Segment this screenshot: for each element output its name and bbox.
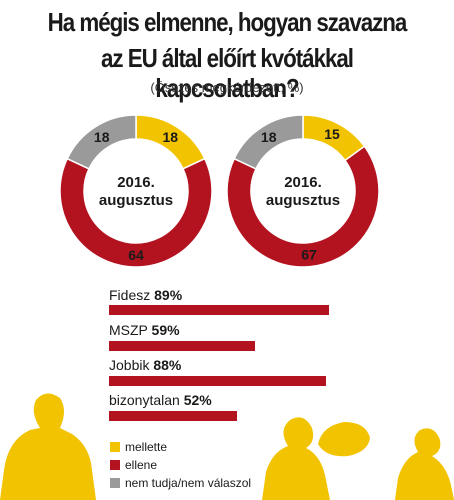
legend-item-nemtudja: nem tudja/nem válaszol bbox=[110, 476, 251, 490]
bar-category: bizonytalan bbox=[109, 392, 180, 408]
legend-label: ellene bbox=[125, 458, 158, 472]
legend-label: nem tudja/nem válaszol bbox=[125, 476, 252, 490]
donut-1-slice-ellene bbox=[59, 157, 213, 268]
bar-mszp bbox=[109, 341, 255, 351]
bar-value-label: 52% bbox=[183, 392, 212, 408]
bar-label-bizonytalan: bizonytalan 52% bbox=[109, 392, 212, 408]
silhouette-right-person-a bbox=[262, 417, 330, 500]
bar-category: Fidesz bbox=[109, 287, 151, 303]
bar-category: MSZP bbox=[109, 322, 148, 338]
chart-title-line-1: Ha mégis elmenne, hogyan szavazna bbox=[47, 7, 408, 37]
bar-jobbik bbox=[109, 376, 327, 386]
silhouette-bundle bbox=[318, 422, 370, 457]
donut-center-labels: 2016. augusztus 2016. augusztus bbox=[99, 174, 340, 209]
chart-subtitle: (Összes megkérdezett, %) bbox=[150, 80, 304, 95]
bar-label-fidesz: Fidesz 89% bbox=[109, 287, 182, 303]
silhouette-left-person bbox=[0, 393, 96, 500]
bar-category: Jobbik bbox=[109, 357, 150, 373]
bar-value-label: 88% bbox=[153, 357, 182, 373]
bar-fidesz bbox=[109, 305, 329, 315]
bar-bizonytalan bbox=[109, 411, 238, 421]
legend-swatch-nemtudja bbox=[110, 478, 120, 488]
donut-2-value-label-ellene: 67 bbox=[301, 247, 317, 263]
bar-label-mszp: MSZP 59% bbox=[109, 322, 180, 338]
bar-value-label: 89% bbox=[154, 287, 183, 303]
silhouette-illustration bbox=[0, 393, 454, 500]
donut-2-center-line-2: augusztus bbox=[266, 192, 340, 209]
donut-1-slice-nemtudja bbox=[66, 114, 137, 170]
donut-2-value-label-nemtudja: 18 bbox=[261, 129, 277, 145]
donut-2-value-label-mellette: 15 bbox=[324, 126, 340, 142]
donut-2-center-line-1: 2016. bbox=[284, 174, 322, 191]
legend-label: mellette bbox=[125, 440, 168, 454]
donut-2-slice-ellene bbox=[226, 145, 380, 268]
donut-1-value-label-mellette: 18 bbox=[163, 129, 179, 145]
silhouette-right-person-b bbox=[395, 428, 454, 500]
legend-item-mellette: mellette bbox=[110, 440, 167, 454]
donut-1-value-label-nemtudja: 18 bbox=[94, 129, 110, 145]
legend-item-ellene: ellene bbox=[110, 458, 157, 472]
bar-label-jobbik: Jobbik 88% bbox=[109, 357, 181, 373]
donut-2-slice-nemtudja bbox=[233, 114, 304, 170]
legend-swatch-ellene bbox=[110, 460, 120, 470]
donut-1-center-line-2: augusztus bbox=[99, 192, 173, 209]
legend-swatch-mellette bbox=[110, 442, 120, 452]
donut-1-value-label-ellene: 64 bbox=[128, 247, 144, 263]
donut-1-center-line-1: 2016. bbox=[117, 174, 155, 191]
chart-title-line-2: az EU által előírt kvótákkal kapcsolatba… bbox=[101, 43, 354, 103]
bar-value-label: 59% bbox=[151, 322, 180, 338]
